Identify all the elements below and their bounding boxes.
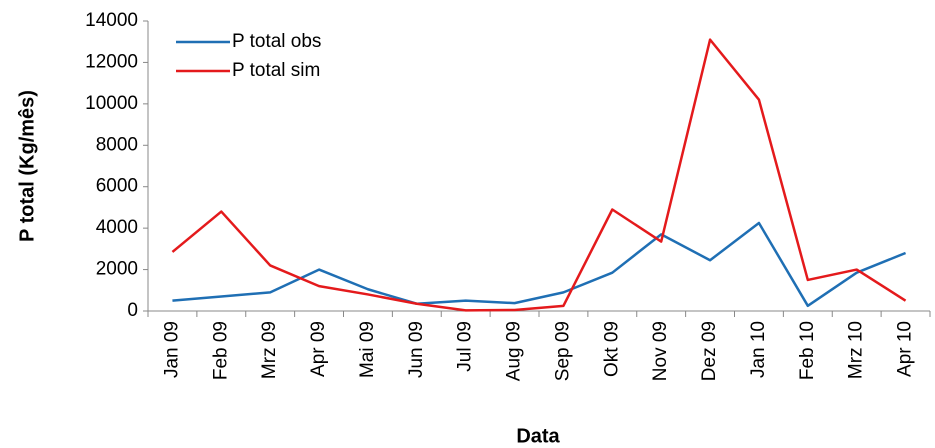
x-tick-label: Jan 09 [161,321,182,378]
x-tick-label: Feb 10 [797,321,818,380]
y-tick-label: 10000 [85,93,138,114]
y-tick-label: 8000 [96,134,138,155]
series-line [172,221,907,308]
y-tick-label: 12000 [85,51,138,72]
x-tick-label: Nov 09 [650,321,671,381]
y-axis-title: P total (Kg/mês) [16,90,38,242]
x-tick-label: Apr 10 [895,321,916,377]
x-tick-label: Okt 09 [601,321,622,377]
x-tick-label: Sep 09 [552,321,573,381]
y-tick-label: 6000 [96,176,138,197]
x-tick-label: Mrz 09 [259,321,280,379]
legend-label: P total obs [232,31,321,52]
y-tick-label: 0 [127,300,138,321]
series-line [171,38,907,312]
x-tick-label: Apr 09 [308,321,329,377]
x-tick-label: Feb 09 [210,321,231,380]
x-tick-label: Jan 10 [748,321,769,378]
x-tick-label: Mai 09 [357,321,378,378]
y-tick-label: 4000 [96,217,138,238]
x-tick-label: Aug 09 [504,321,525,381]
legend-label: P total sim [232,60,320,81]
y-tick-label: 14000 [85,10,138,31]
x-tick-label: Dez 09 [699,321,720,381]
x-tick-label: Jul 09 [455,321,476,372]
x-tick-label: Jun 09 [406,321,427,378]
x-tick-label: Mrz 10 [846,321,867,379]
x-axis-title: Data [516,425,560,447]
y-tick-label: 2000 [96,259,138,280]
